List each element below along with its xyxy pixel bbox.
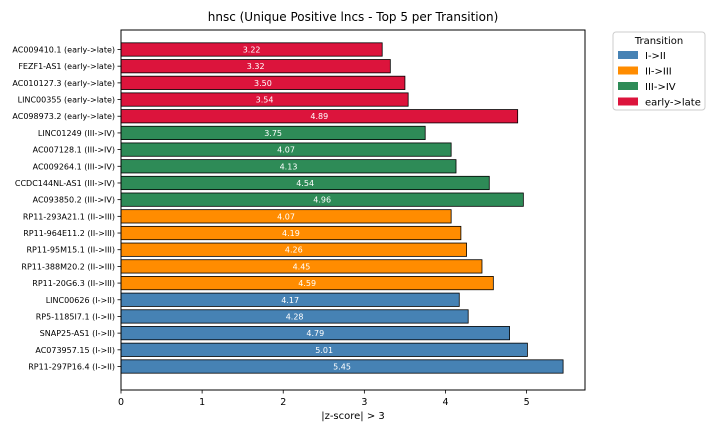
bar-value-label: 4.17: [281, 296, 299, 305]
legend-swatch: [618, 66, 638, 75]
bar-value-label: 4.54: [296, 179, 314, 188]
y-tick-label: AC007128.1 (III->IV): [33, 146, 115, 155]
y-tick-label: RP11-964E11.2 (II->III): [23, 229, 115, 238]
bar-value-labels: 3.22 3.32 3.50 3.54 4.89 3.75 4.07 4.13 4.54 4.96…: [243, 46, 351, 372]
x-tick-label: 2: [280, 397, 286, 408]
y-tick-label: AC009410.1 (early->late): [12, 46, 115, 55]
x-tick-label: 1: [199, 397, 205, 408]
y-tick-label: RP11-95M15.1 (II->III): [26, 246, 115, 255]
bar-value-label: 3.50: [254, 79, 272, 88]
y-tick-label: AC010127.3 (early->late): [12, 79, 115, 88]
legend-entry-label: I->II: [645, 51, 666, 62]
bar-value-label: 3.75: [264, 129, 282, 138]
bar-value-label: 4.96: [313, 196, 331, 205]
bar-value-label: 3.54: [256, 96, 274, 105]
legend-entry-label: III->IV: [645, 82, 676, 93]
x-tick-label: 4: [442, 397, 448, 408]
legend-entries: I->II II->III III->IV early->late: [618, 51, 701, 109]
y-tick-label: LINC00355 (early->late): [18, 96, 115, 105]
y-tick-label: RP11-297P16.4 (I->II): [28, 363, 115, 372]
x-tick-label: 3: [361, 397, 367, 408]
bar-value-label: 3.32: [247, 62, 265, 71]
x-axis-label: |z-score| > 3: [321, 411, 385, 422]
y-tick-label: RP5-1185I7.1 (I->II): [36, 312, 115, 321]
y-tick-label: RP11-293A21.1 (II->III): [23, 212, 115, 221]
legend-swatch: [618, 97, 638, 106]
legend-title: Transition: [634, 36, 683, 47]
y-tick-label: CCDC144NL-AS1 (III->IV): [15, 179, 115, 188]
plot-frame: [120, 29, 586, 391]
bar-value-label: 4.19: [282, 229, 300, 238]
legend-swatch: [618, 82, 638, 90]
bars-group: [120, 42, 564, 374]
x-tick-label: 5: [524, 397, 530, 408]
bar-value-label: 4.13: [280, 162, 298, 171]
bar-value-label: 4.89: [310, 112, 328, 121]
bar-value-label: 4.45: [293, 262, 311, 271]
legend-entry-label: early->late: [645, 98, 701, 109]
bar-value-label: 4.59: [298, 279, 316, 288]
legend-entry-label: II->III: [645, 67, 672, 78]
y-tick-label: LINC01249 (III->IV): [38, 129, 115, 138]
y-tick-label: RP11-20G6.3 (II->III): [32, 279, 115, 288]
y-axis-ticks: AC009410.1 (early->late) FEZF1-AS1 (early…: [12, 46, 121, 372]
bar-value-label: 4.26: [285, 246, 303, 255]
legend: Transition I->II II->III III->IV early->lat…: [612, 31, 706, 111]
legend-swatch: [618, 51, 638, 59]
y-tick-label: AC098973.2 (early->late): [12, 112, 115, 121]
bar-value-label: 4.07: [277, 146, 295, 155]
x-tick-label: 0: [118, 397, 124, 408]
bar-value-label: 4.28: [286, 312, 304, 321]
bar-value-label: 5.01: [315, 346, 333, 355]
y-tick-label: AC093850.2 (III->IV): [33, 196, 115, 205]
y-tick-label: FEZF1-AS1 (early->late): [18, 62, 115, 71]
y-tick-label: AC009264.1 (III->IV): [33, 162, 115, 171]
x-axis-ticks: 0 1 2 3 4 5: [118, 390, 530, 408]
y-tick-label: RP11-388M20.2 (II->III): [21, 262, 115, 271]
chart-title: hnsc (Unique Positive lncs - Top 5 per T…: [208, 10, 499, 24]
bar-value-label: 4.79: [306, 329, 324, 338]
bar-value-label: 3.22: [243, 46, 261, 55]
y-tick-label: SNAP25-AS1 (I->II): [40, 329, 115, 338]
bar-value-label: 4.07: [277, 212, 295, 221]
y-tick-label: LINC00626 (I->II): [46, 296, 115, 305]
bar-value-label: 5.45: [333, 363, 351, 372]
y-tick-label: AC073957.15 (I->II): [35, 346, 115, 355]
